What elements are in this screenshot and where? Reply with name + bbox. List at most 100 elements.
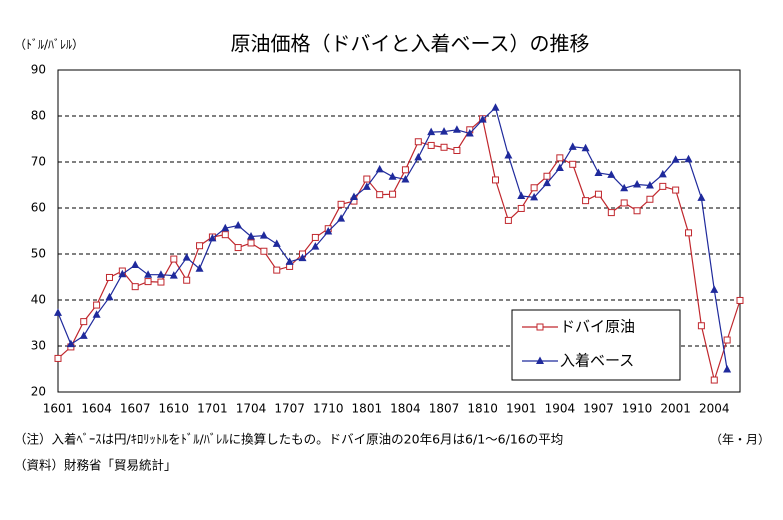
marker [66, 339, 75, 348]
marker [569, 160, 577, 168]
marker [697, 322, 705, 330]
marker [298, 253, 307, 262]
marker [234, 220, 243, 229]
marker [582, 197, 590, 205]
marker [80, 318, 88, 326]
marker [427, 127, 436, 136]
marker [685, 229, 693, 237]
marker [440, 127, 449, 135]
marker [362, 182, 371, 190]
legend-marker [536, 356, 544, 364]
marker [401, 166, 409, 174]
marker [79, 331, 88, 339]
marker [568, 142, 577, 150]
marker [221, 231, 229, 239]
x-tick-label: 1710 [313, 402, 344, 416]
marker [401, 174, 410, 183]
x-tick-label: 1904 [545, 402, 576, 416]
marker [169, 271, 178, 279]
marker [684, 154, 693, 163]
x-tick-label: 1701 [197, 402, 228, 416]
x-tick-label: 1604 [81, 402, 112, 416]
marker [170, 255, 178, 263]
marker [440, 143, 448, 151]
chart-title: 原油価格（ドバイと入着ベース）の推移 [231, 32, 590, 56]
legend-label: ドバイ原油 [560, 318, 635, 336]
marker [646, 195, 654, 203]
marker [517, 191, 526, 200]
x-tick-label: 1804 [390, 402, 421, 416]
legend-marker [536, 323, 544, 331]
marker [376, 191, 384, 199]
marker [234, 244, 242, 252]
x-tick-label: 2004 [699, 402, 730, 416]
marker [633, 207, 641, 215]
marker [453, 147, 461, 154]
marker [542, 178, 551, 187]
marker [491, 103, 500, 111]
note: （注）入着ﾍﾞｰｽは円/ｷﾛﾘｯﾄﾙをﾄﾞﾙ/ﾊﾞﾚﾙに換算したもの。ドバイ原油… [14, 432, 563, 447]
marker [530, 192, 539, 201]
marker [388, 172, 397, 180]
marker [337, 200, 345, 208]
marker [221, 223, 230, 232]
marker [118, 269, 127, 278]
marker [607, 170, 616, 178]
marker [196, 242, 204, 250]
x-tick-label: 1601 [43, 402, 74, 416]
marker [144, 270, 153, 278]
marker [247, 239, 255, 247]
marker [543, 172, 551, 180]
marker [414, 152, 423, 161]
marker [672, 186, 680, 194]
marker [54, 308, 62, 316]
x-tick-label: 1707 [274, 402, 305, 416]
marker [131, 260, 140, 269]
marker [285, 257, 294, 265]
x-tick-label: 1607 [120, 402, 151, 416]
marker [555, 163, 564, 171]
marker [620, 199, 628, 207]
marker [156, 270, 165, 278]
marker [517, 204, 525, 212]
marker [414, 138, 422, 146]
y-tick-label: 40 [31, 293, 46, 307]
x-tick-label: 1910 [622, 402, 653, 416]
marker [337, 214, 346, 222]
marker [427, 141, 435, 149]
marker [492, 176, 500, 184]
x-tick-label: 1810 [467, 402, 498, 416]
marker [658, 169, 667, 178]
marker [594, 190, 602, 198]
marker [363, 175, 371, 183]
x-tick-label: 1807 [429, 402, 460, 416]
x-tick-label: 1610 [159, 402, 190, 416]
marker [92, 310, 101, 318]
y-tick-label: 70 [31, 155, 46, 169]
marker [131, 283, 139, 291]
marker [375, 164, 384, 173]
marker [504, 151, 513, 159]
y-tick-label: 80 [31, 109, 46, 123]
plot-frame [57, 69, 741, 393]
marker [389, 190, 397, 198]
marker [260, 247, 268, 255]
marker [556, 154, 564, 162]
x-tick-label: 1704 [236, 402, 267, 416]
marker [697, 193, 706, 201]
marker [272, 239, 281, 247]
marker [710, 285, 719, 293]
y-tick-label: 60 [31, 201, 46, 215]
marker [144, 278, 152, 286]
marker [273, 266, 281, 274]
x-axis-label: （年・月） [710, 433, 770, 447]
marker [723, 364, 732, 373]
x-tick-label: 1907 [583, 402, 614, 416]
x-tick-label: 1901 [506, 402, 537, 416]
marker [182, 253, 191, 261]
marker [723, 336, 731, 344]
marker [530, 184, 538, 192]
marker [324, 226, 333, 235]
marker [208, 233, 217, 242]
marker [452, 125, 461, 133]
